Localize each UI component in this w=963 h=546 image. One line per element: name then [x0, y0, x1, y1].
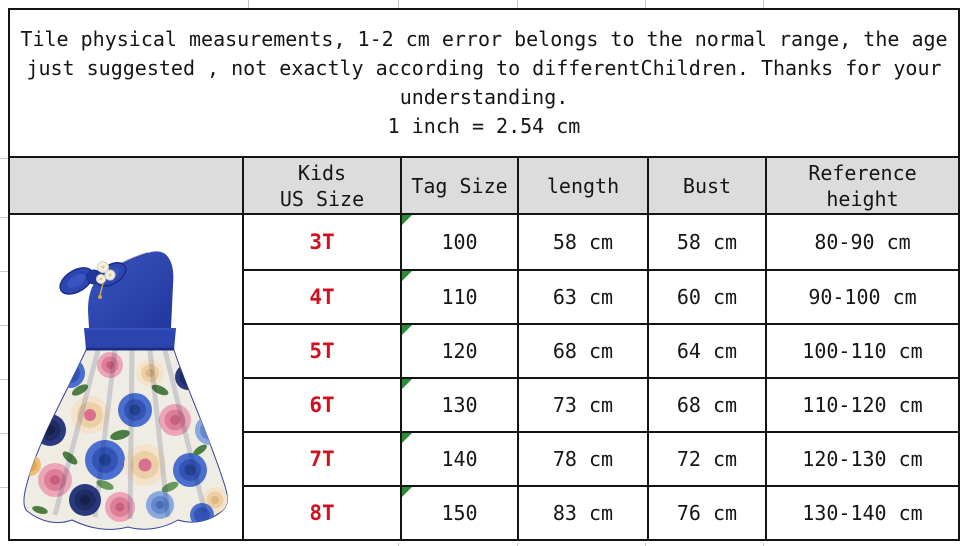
length-cell: 73 cm — [517, 377, 647, 431]
size-cell: 7T — [242, 431, 400, 485]
size-cell: 5T — [242, 323, 400, 377]
gridline-stub — [398, 543, 399, 546]
gridline-stub — [645, 543, 646, 546]
cell-value: 150 — [441, 501, 478, 525]
size-cell: 6T — [242, 377, 400, 431]
cell-corner-marker — [402, 487, 412, 497]
table-header-row: Kids US Size Tag Size length Bust Refere… — [10, 156, 958, 215]
gridline-stub — [0, 379, 8, 380]
header-label: Bust — [682, 173, 732, 198]
gridline-stub — [0, 158, 8, 159]
length-cell: 68 cm — [517, 323, 647, 377]
size-cell: 3T — [242, 215, 400, 269]
tag-size-cell: 120 — [400, 323, 517, 377]
gridline-stub — [0, 487, 8, 488]
length-cell: 78 cm — [517, 431, 647, 485]
tag-size-cell: 130 — [400, 377, 517, 431]
header-cell-bust: Bust — [647, 158, 765, 213]
reference-height-cell: 120-130 cm — [765, 431, 958, 485]
cell-corner-marker — [402, 215, 412, 225]
tag-size-cell: 140 — [400, 431, 517, 485]
header-label: US Size — [279, 186, 365, 211]
notice-line-3: understanding. — [399, 85, 569, 109]
bust-cell: 64 cm — [647, 323, 765, 377]
header-cell-kids-us-size: Kids US Size — [242, 158, 400, 213]
cell-value: 140 — [441, 447, 478, 471]
reference-height-cell: 80-90 cm — [765, 215, 958, 269]
cell-corner-marker — [402, 433, 412, 443]
notice-line-1: Tile physical measurements, 1-2 cm error… — [20, 27, 948, 51]
bust-cell: 68 cm — [647, 377, 765, 431]
header-cell-tag-size: Tag Size — [400, 158, 517, 213]
gridline-stub — [517, 543, 518, 546]
gridline-stub — [0, 271, 8, 272]
floral-skirt — [23, 349, 228, 530]
product-photo-cell — [10, 215, 242, 539]
tag-size-cell: 150 — [400, 485, 517, 539]
gridline-stub — [0, 433, 8, 434]
table-body: 3T 100 58 cm 58 cm 80-90 cm 4T 110 63 cm… — [10, 215, 958, 539]
gridline-stub — [763, 543, 764, 546]
cell-value: 100 — [441, 230, 478, 254]
gridline-stub — [0, 217, 8, 218]
notice-line-2: just suggested , not exactly according t… — [26, 56, 942, 80]
header-cell-length: length — [517, 158, 647, 213]
measurement-notice: Tile physical measurements, 1-2 cm error… — [10, 10, 958, 156]
gridline-stub — [398, 0, 399, 8]
cell-value: 110 — [441, 285, 478, 309]
header-label: Kids — [297, 160, 347, 185]
size-data-grid: 3T 100 58 cm 58 cm 80-90 cm 4T 110 63 cm… — [242, 215, 958, 539]
cell-value: 120 — [441, 339, 478, 363]
header-label: height — [826, 186, 899, 211]
size-cell: 4T — [242, 269, 400, 323]
bust-cell: 72 cm — [647, 431, 765, 485]
gridline-stub — [248, 0, 249, 8]
shoulder-bow — [59, 261, 127, 299]
length-cell: 63 cm — [517, 269, 647, 323]
cell-value: 130 — [441, 393, 478, 417]
header-label: Tag Size — [411, 173, 508, 198]
size-cell: 8T — [242, 485, 400, 539]
dress-waistband — [84, 328, 176, 351]
header-label: Reference — [808, 160, 917, 185]
bust-cell: 58 cm — [647, 215, 765, 269]
gridline-stub — [645, 0, 646, 8]
header-label: length — [546, 173, 620, 198]
gridline-stub — [0, 325, 8, 326]
inch-conversion-note: 1 inch = 2.54 cm — [387, 114, 581, 138]
reference-height-cell: 90-100 cm — [765, 269, 958, 323]
dress-image — [23, 251, 228, 530]
length-cell: 83 cm — [517, 485, 647, 539]
tag-size-cell: 110 — [400, 269, 517, 323]
reference-height-cell: 130-140 cm — [765, 485, 958, 539]
size-chart-sheet: Tile physical measurements, 1-2 cm error… — [8, 8, 960, 541]
cell-corner-marker — [402, 325, 412, 335]
length-cell: 58 cm — [517, 215, 647, 269]
cell-corner-marker — [402, 379, 412, 389]
tag-size-cell: 100 — [400, 215, 517, 269]
dress-bodice — [88, 251, 174, 328]
flower-brooch — [96, 261, 116, 299]
gridline-stub — [763, 0, 764, 8]
reference-height-cell: 110-120 cm — [765, 377, 958, 431]
bust-cell: 76 cm — [647, 485, 765, 539]
header-cell-image — [10, 158, 242, 213]
gridline-stub — [517, 0, 518, 8]
cell-corner-marker — [402, 271, 412, 281]
header-cell-reference-height: Reference height — [765, 158, 958, 213]
bust-cell: 60 cm — [647, 269, 765, 323]
reference-height-cell: 100-110 cm — [765, 323, 958, 377]
